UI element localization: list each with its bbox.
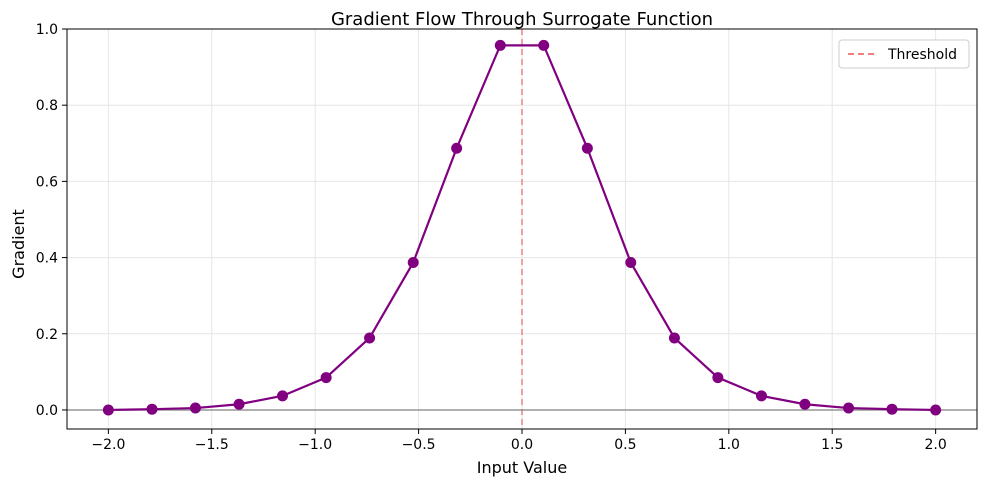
data-point — [494, 39, 506, 51]
y-tick-label: 0.2 — [36, 327, 58, 343]
data-point — [320, 372, 332, 384]
data-point — [712, 372, 724, 384]
x-axis-label: Input Value — [477, 458, 567, 477]
x-tick-label: 1.5 — [821, 437, 843, 453]
x-tick-label: −1.5 — [195, 437, 229, 453]
x-tick-label: 0.0 — [511, 437, 533, 453]
data-point — [189, 402, 201, 414]
y-tick-label: 0.4 — [36, 251, 58, 267]
data-point — [451, 142, 463, 154]
data-point — [755, 390, 767, 402]
data-point — [930, 404, 942, 416]
data-point — [668, 332, 680, 344]
reference-lines — [67, 29, 977, 429]
data-point — [233, 398, 245, 410]
legend-box — [838, 39, 970, 69]
y-tick-label: 0.8 — [36, 98, 58, 114]
data-point — [843, 402, 855, 414]
x-tick-label: 1.0 — [718, 437, 740, 453]
y-axis-label: Gradient — [9, 209, 28, 279]
axis-ticks: −2.0 −1.5 −1.0 −0.5 0.0 0.5 1.0 1.5 2.0 0.0 0.2 0.4… — [36, 22, 947, 453]
legend: Threshold — [838, 39, 970, 69]
x-tick-label: −0.5 — [402, 437, 436, 453]
data-point — [364, 332, 376, 344]
x-tick-label: −2.0 — [91, 437, 125, 453]
data-point — [625, 257, 637, 269]
y-tick-label: 1.0 — [36, 22, 58, 38]
y-tick-label: 0.0 — [36, 403, 58, 419]
series-line — [108, 44, 936, 412]
x-tick-label: −1.0 — [298, 437, 332, 453]
chart-title: Gradient Flow Through Surrogate Function — [331, 9, 713, 30]
series-layer — [102, 39, 942, 416]
y-tick-label: 0.6 — [36, 174, 58, 190]
data-point — [102, 404, 114, 416]
legend-threshold-label: Threshold — [887, 47, 957, 63]
data-point — [538, 39, 550, 51]
data-point — [799, 398, 811, 410]
x-tick-label: 0.5 — [614, 437, 636, 453]
data-point — [886, 403, 898, 415]
data-point — [146, 403, 158, 415]
data-point — [407, 257, 419, 269]
x-tick-label: 2.0 — [925, 437, 947, 453]
data-point — [277, 390, 289, 402]
data-point — [581, 142, 593, 154]
